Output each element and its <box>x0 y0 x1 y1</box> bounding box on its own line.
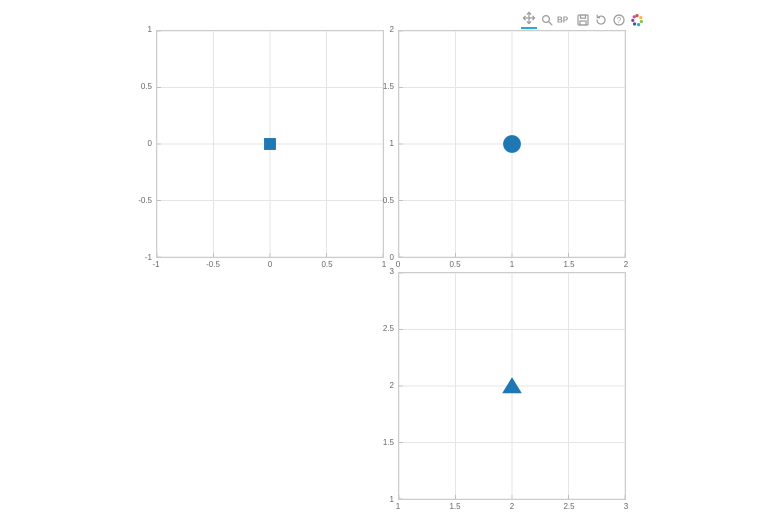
reset-icon[interactable] <box>593 12 609 28</box>
plot-area <box>399 273 625 499</box>
y-tick-label: 1 <box>148 26 152 34</box>
boxedit-icon[interactable]: BP <box>557 12 573 28</box>
plot-area <box>399 31 625 257</box>
x-tick-label: 1.5 <box>563 261 574 269</box>
y-tick-label: 1 <box>390 496 394 504</box>
x-tick-label: 2 <box>624 261 628 269</box>
bokeh-logo-icon[interactable] <box>629 12 645 28</box>
svg-text:?: ? <box>617 16 622 25</box>
plot-top-left[interactable] <box>156 30 384 258</box>
marker-circle <box>503 135 521 153</box>
pan-icon[interactable] <box>521 10 537 29</box>
x-tick-label: 1 <box>396 503 400 511</box>
y-tick-label: 0 <box>390 254 394 262</box>
svg-text:BP: BP <box>557 15 569 24</box>
x-tick-label: -0.5 <box>206 261 220 269</box>
y-tick-label: -1 <box>145 254 152 262</box>
y-tick-label: 3 <box>390 268 394 276</box>
x-tick-label: 0.5 <box>321 261 332 269</box>
help-icon[interactable]: ? <box>611 12 627 28</box>
x-tick-label: -1 <box>152 261 159 269</box>
toolbar: BP? <box>521 10 645 29</box>
y-tick-label: 2 <box>390 382 394 390</box>
plot-top-right[interactable] <box>398 30 626 258</box>
y-tick-label: -0.5 <box>138 197 152 205</box>
x-tick-label: 0.5 <box>449 261 460 269</box>
marker-square <box>264 138 276 150</box>
marker-triangle <box>502 377 522 393</box>
y-tick-label: 0.5 <box>141 83 152 91</box>
x-tick-label: 1 <box>510 261 514 269</box>
x-tick-label: 2 <box>510 503 514 511</box>
plot-bottom-right[interactable] <box>398 272 626 500</box>
y-tick-label: 0.5 <box>383 197 394 205</box>
x-tick-label: 3 <box>624 503 628 511</box>
x-tick-label: 1 <box>382 261 386 269</box>
x-tick-label: 0 <box>268 261 272 269</box>
zoom-icon[interactable] <box>539 12 555 28</box>
figure-stage: BP?-1-0.500.51-1-0.500.5100.511.5200.511… <box>0 0 768 512</box>
y-tick-label: 2.5 <box>383 325 394 333</box>
y-tick-label: 1 <box>390 140 394 148</box>
y-tick-label: 0 <box>148 140 152 148</box>
x-tick-label: 1.5 <box>449 503 460 511</box>
x-tick-label: 2.5 <box>563 503 574 511</box>
y-tick-label: 2 <box>390 26 394 34</box>
plot-area <box>157 31 383 257</box>
x-tick-label: 0 <box>396 261 400 269</box>
y-tick-label: 1.5 <box>383 439 394 447</box>
y-tick-label: 1.5 <box>383 83 394 91</box>
save-icon[interactable] <box>575 12 591 28</box>
